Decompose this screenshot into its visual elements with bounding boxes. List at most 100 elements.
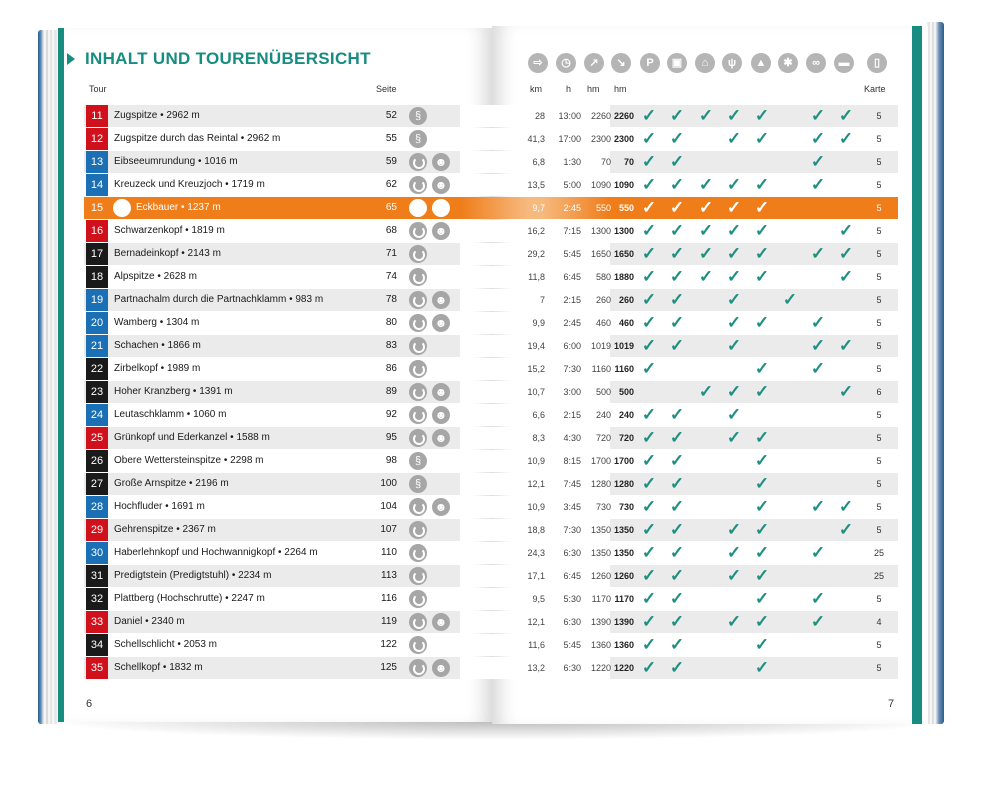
round-trip-icon — [409, 199, 427, 217]
tour-row — [84, 197, 898, 219]
tour-page: 74 — [385, 271, 397, 282]
tour-number: 22 — [86, 358, 108, 380]
check-icon: ✓ — [641, 244, 657, 263]
book-gutter — [460, 335, 610, 357]
tour-page: 89 — [385, 386, 397, 397]
check-icon: ✓ — [810, 543, 826, 562]
tour-number: 33 — [86, 611, 108, 633]
round-trip-icon — [409, 544, 427, 562]
descent-hm: 1300 — [613, 226, 634, 236]
check-icon: ✓ — [641, 566, 657, 585]
bike-icon: ∞ — [806, 53, 826, 73]
header-h: h — [566, 84, 572, 94]
check-icon: ✓ — [754, 244, 770, 263]
book-gutter — [460, 519, 610, 541]
book-gutter — [460, 289, 610, 311]
cable-car-icon: ⌂ — [695, 53, 715, 73]
descent-hm: 550 — [618, 203, 634, 213]
distance-km: 24,3 — [527, 548, 545, 558]
round-trip-icon — [409, 337, 427, 355]
tour-name: Schwarzenkopf • 1819 m — [114, 225, 225, 236]
tour-row — [84, 588, 898, 610]
tour-page: 78 — [385, 294, 397, 305]
kids-friendly-icon — [432, 383, 450, 401]
check-icon: ✓ — [698, 175, 714, 194]
check-icon: ✓ — [669, 175, 685, 194]
difficult-trail-icon — [409, 130, 427, 148]
round-trip-icon — [409, 590, 427, 608]
tour-page: 110 — [381, 547, 397, 558]
kids-friendly-icon — [432, 659, 450, 677]
check-icon: ✓ — [754, 451, 770, 470]
check-icon: ✓ — [641, 175, 657, 194]
tour-page: 104 — [380, 501, 397, 512]
duration-h: 4:30 — [563, 433, 581, 443]
tour-row — [84, 565, 898, 587]
descent-hm: 1260 — [613, 571, 634, 581]
check-icon: ✓ — [726, 267, 742, 286]
distance-km: 13,2 — [527, 663, 545, 673]
ascent-hm: 1650 — [590, 249, 611, 259]
check-icon: ✓ — [641, 635, 657, 654]
tour-page: 52 — [385, 110, 397, 121]
right-accent-bar — [912, 26, 922, 724]
distance-km: 16,2 — [527, 226, 545, 236]
kids-friendly-icon — [432, 199, 450, 217]
distance-km: 29,2 — [527, 249, 545, 259]
check-icon: ✓ — [698, 244, 714, 263]
duration-h: 6:30 — [563, 548, 581, 558]
tour-number: 19 — [86, 289, 108, 311]
check-icon: ✓ — [754, 543, 770, 562]
left-accent-bar — [58, 28, 64, 722]
check-icon: ✓ — [754, 658, 770, 677]
map-icon: ▯ — [867, 53, 887, 73]
check-icon: ✓ — [754, 198, 770, 217]
check-icon: ✓ — [641, 106, 657, 125]
tour-number: 14 — [86, 174, 108, 196]
tour-number: 26 — [86, 450, 108, 472]
tour-row — [84, 381, 898, 403]
kids-friendly-icon — [432, 429, 450, 447]
descent-hm: 1360 — [613, 640, 634, 650]
descent-hm: 460 — [618, 318, 634, 328]
descent-hm: 730 — [618, 502, 634, 512]
tour-number: 34 — [86, 634, 108, 656]
book-gutter — [460, 634, 610, 656]
check-icon: ✓ — [669, 474, 685, 493]
ascent-hm: 1700 — [590, 456, 611, 466]
map-number: 5 — [876, 479, 882, 489]
check-icon: ✓ — [838, 221, 854, 240]
check-icon: ✓ — [698, 106, 714, 125]
descent-hm: 720 — [618, 433, 634, 443]
ascent-hm: 1090 — [590, 180, 611, 190]
check-icon: ✓ — [669, 244, 685, 263]
check-icon: ✓ — [698, 198, 714, 217]
tour-number: 11 — [86, 105, 108, 127]
tour-row — [84, 542, 898, 564]
tour-name: Partnachalm durch die Partnachklamm • 98… — [114, 294, 324, 305]
check-icon: ✓ — [641, 589, 657, 608]
tour-number: 16 — [86, 220, 108, 242]
duration-h: 6:45 — [563, 571, 581, 581]
tour-page: 55 — [385, 133, 397, 144]
ascent-hm: 1280 — [590, 479, 611, 489]
tour-name: Große Arnspitze • 2196 m — [114, 478, 229, 489]
check-icon: ✓ — [726, 612, 742, 631]
duration-h: 3:00 — [563, 387, 581, 397]
tour-row — [84, 657, 898, 679]
round-trip-icon — [409, 498, 427, 516]
check-icon: ✓ — [726, 313, 742, 332]
tour-row — [84, 335, 898, 357]
duration-h: 6:45 — [563, 272, 581, 282]
page-number-right: 7 — [888, 698, 895, 710]
map-number: 5 — [876, 111, 882, 121]
map-number: 5 — [876, 134, 882, 144]
descent-hm: 1350 — [613, 525, 634, 535]
check-icon: ✓ — [669, 612, 685, 631]
check-icon: ✓ — [838, 382, 854, 401]
distance-km: 11,6 — [528, 640, 545, 650]
header-hm-up: hm — [587, 84, 600, 94]
book-gutter — [460, 542, 610, 564]
tour-number: 30 — [86, 542, 108, 564]
check-icon: ✓ — [726, 244, 742, 263]
